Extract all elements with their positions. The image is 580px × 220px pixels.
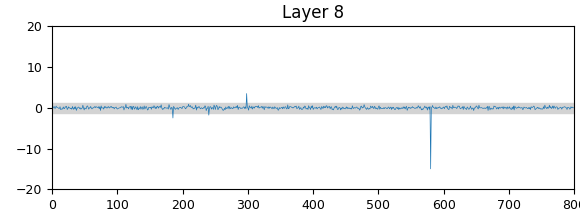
Title: Layer 8: Layer 8 bbox=[282, 4, 345, 22]
Bar bbox=[52, 103, 574, 113]
